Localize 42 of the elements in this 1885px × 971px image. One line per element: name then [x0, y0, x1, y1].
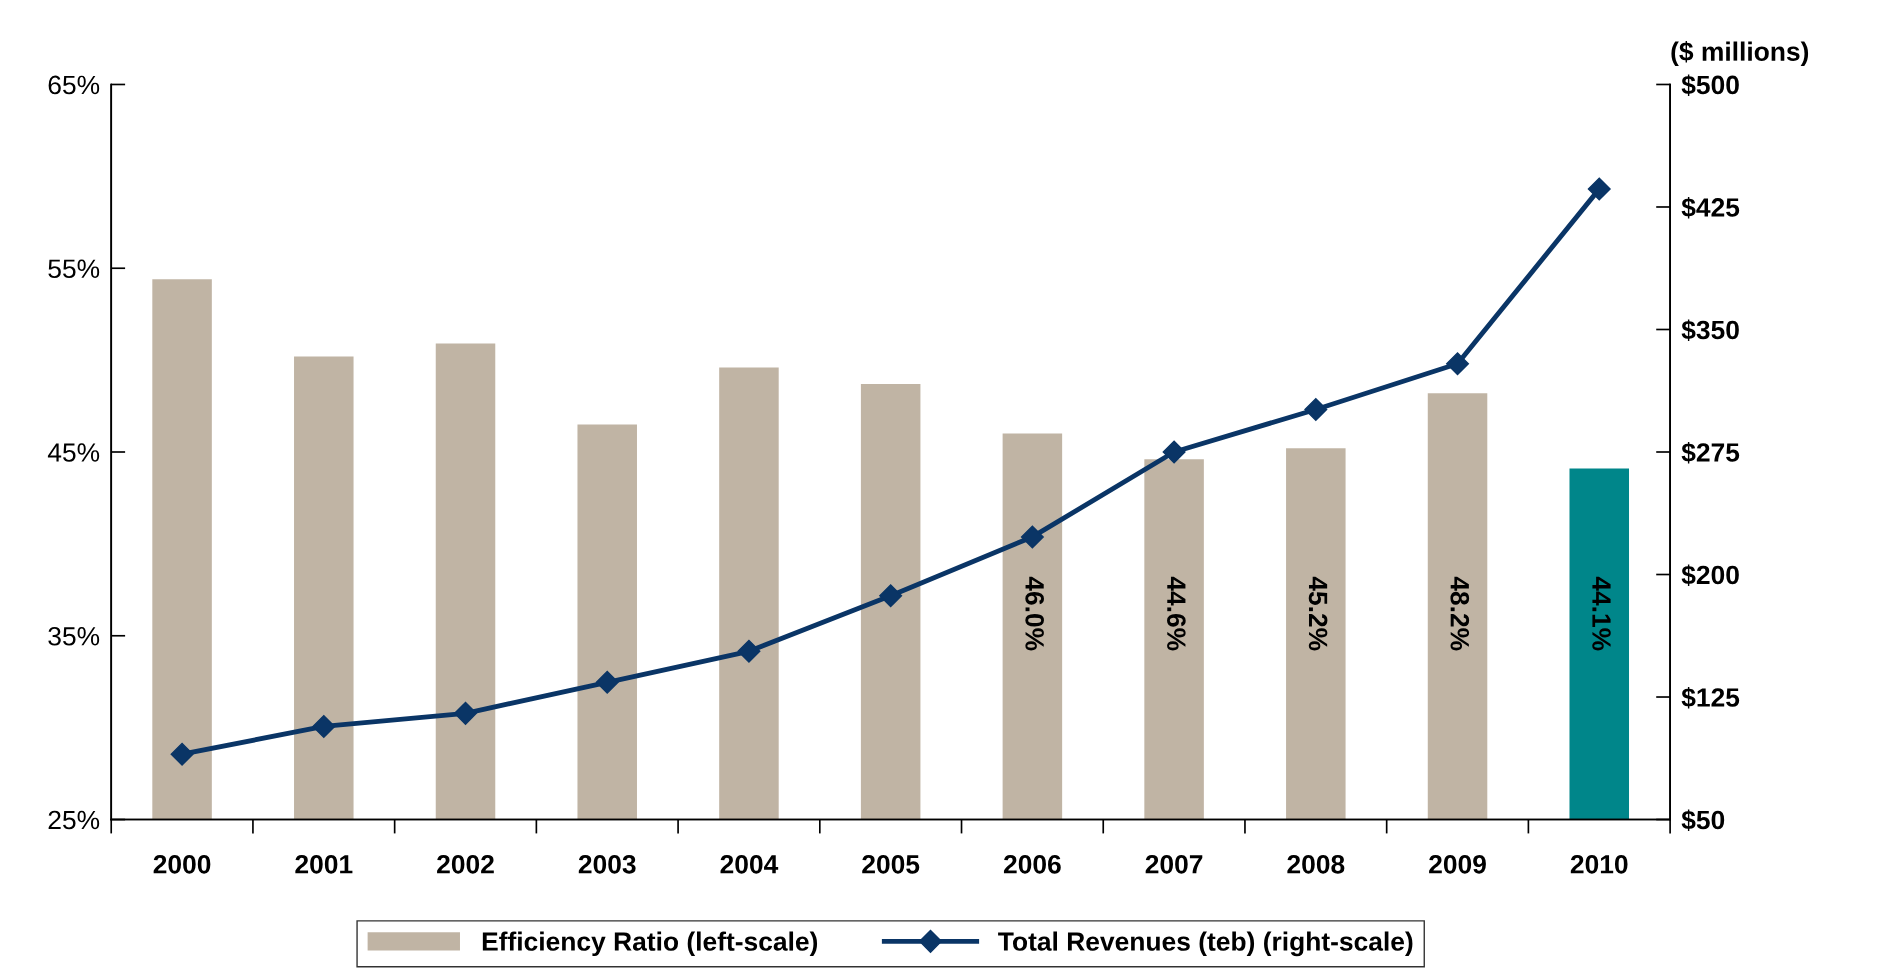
- point: [595, 670, 619, 694]
- legend-label: Total Revenues (teb) (right-scale): [998, 931, 1413, 957]
- x-tick-label: 2008: [1287, 854, 1345, 874]
- point: [1020, 525, 1044, 549]
- y2-tick-label: $275: [1681, 441, 1740, 464]
- x-tick-label: 2003: [578, 854, 636, 874]
- point: [1587, 177, 1611, 201]
- x-tick-label: 2009: [1429, 854, 1486, 874]
- data-label: 45.2%: [1308, 576, 1328, 651]
- x-tick-label: 2000: [153, 854, 211, 874]
- point: [737, 639, 761, 663]
- x-tick-label: 2007: [1145, 854, 1203, 874]
- x-tick-label: 2006: [1003, 854, 1061, 874]
- data-label: 46.0%: [1025, 576, 1044, 651]
- y-tick-label: 65%: [48, 75, 100, 95]
- x-tick-label: 2005: [862, 854, 920, 874]
- y-tick-label: 25%: [48, 810, 100, 830]
- x-tick-label: 2002: [437, 854, 494, 874]
- point: [170, 742, 194, 766]
- x-tick-label: 2004: [720, 854, 779, 874]
- legend-label: Efficiency Ratio (left-scale): [482, 931, 818, 957]
- data-label: 44.6%: [1167, 576, 1186, 651]
- x-tick-label: 2001: [295, 854, 353, 874]
- point: [1304, 398, 1328, 422]
- point: [1162, 440, 1186, 464]
- y2-axis-title: ($ millions): [1671, 41, 1809, 67]
- point: [879, 584, 903, 608]
- point: [312, 714, 336, 738]
- y2-tick-label: $425: [1681, 196, 1740, 219]
- y2-tick-label: $350: [1681, 319, 1739, 342]
- y-tick-label: 35%: [48, 626, 100, 646]
- y2-tick-label: $200: [1681, 564, 1739, 587]
- y-tick-label: 45%: [47, 443, 100, 462]
- y2-tick-label: $125: [1681, 686, 1740, 709]
- data-label: 48.2%: [1450, 576, 1470, 651]
- data-label: 44.1%: [1592, 576, 1611, 651]
- y2-tick-label: $500: [1681, 74, 1739, 96]
- point: [1446, 352, 1470, 376]
- y2-tick-label: $50: [1681, 809, 1725, 832]
- y-tick-label: 55%: [48, 259, 100, 279]
- point: [454, 701, 478, 725]
- x-tick-label: 2010: [1570, 854, 1628, 874]
